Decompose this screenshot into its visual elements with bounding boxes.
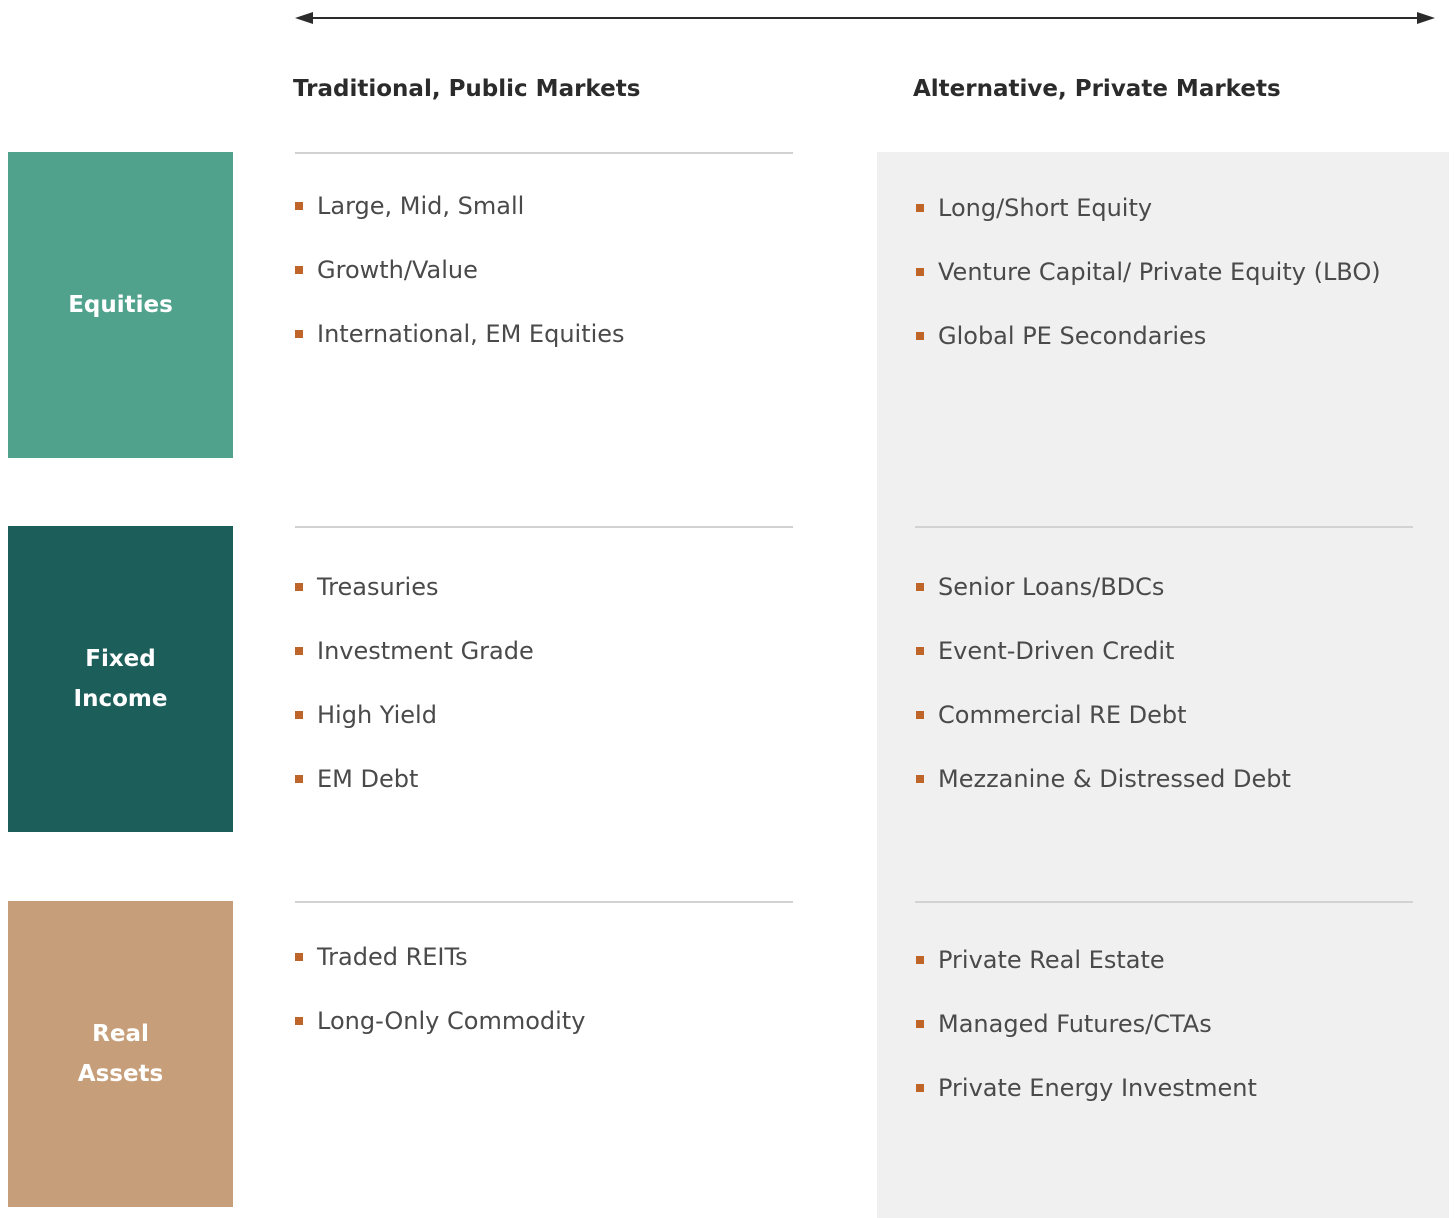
- list-item: Long-Only Commodity: [293, 1006, 585, 1036]
- divider: [915, 901, 1413, 903]
- category-box: Real Assets: [8, 901, 233, 1207]
- list-item: Event-Driven Credit: [914, 636, 1174, 666]
- divider: [295, 152, 793, 154]
- divider: [295, 901, 793, 903]
- category-label: Fixed Income: [73, 646, 168, 712]
- category-box: Fixed Income: [8, 526, 233, 832]
- list-item: International, EM Equities: [293, 319, 625, 349]
- list-item: Private Energy Investment: [914, 1073, 1257, 1103]
- alternative-panel: [877, 152, 1449, 1218]
- list-item: Mezzanine & Distressed Debt: [914, 764, 1291, 794]
- list-item: Investment Grade: [293, 636, 534, 666]
- category-box: Equities: [8, 152, 233, 458]
- spectrum-arrow: [295, 12, 1435, 24]
- list-item: Long/Short Equity: [914, 193, 1152, 223]
- list-item: Global PE Secondaries: [914, 321, 1206, 351]
- list-item: High Yield: [293, 700, 437, 730]
- list-item: Growth/Value: [293, 255, 478, 285]
- list-item: Traded REITs: [293, 942, 468, 972]
- list-item: Treasuries: [293, 572, 438, 602]
- column-header: Traditional, Public Markets: [293, 76, 641, 102]
- list-item: Senior Loans/BDCs: [914, 572, 1164, 602]
- list-item: Private Real Estate: [914, 945, 1165, 975]
- list-item: Venture Capital/ Private Equity (LBO): [914, 257, 1381, 287]
- divider: [915, 526, 1413, 528]
- list-item: Large, Mid, Small: [293, 191, 524, 221]
- category-label: Real Assets: [77, 1021, 164, 1087]
- list-item: Commercial RE Debt: [914, 700, 1187, 730]
- list-item: EM Debt: [293, 764, 418, 794]
- list-item: Managed Futures/CTAs: [914, 1009, 1212, 1039]
- column-header: Alternative, Private Markets: [913, 76, 1281, 102]
- category-label: Equities: [68, 292, 173, 318]
- divider: [295, 526, 793, 528]
